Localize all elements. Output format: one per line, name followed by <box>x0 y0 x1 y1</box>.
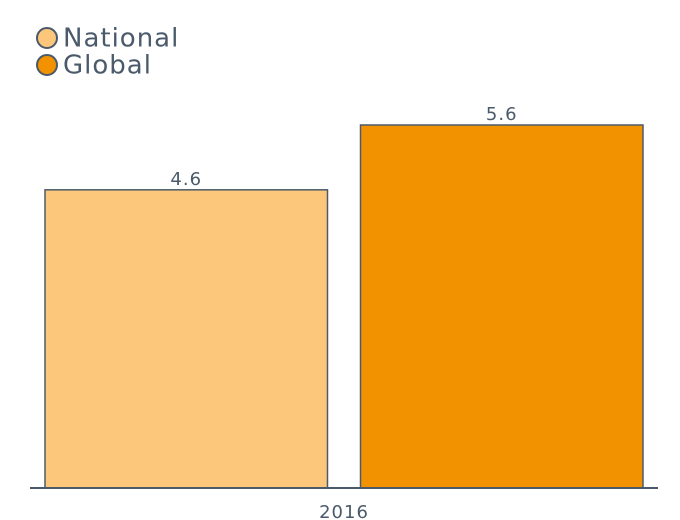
bar <box>44 189 329 489</box>
legend-marker <box>36 27 58 49</box>
data-label: 5.6 <box>486 104 518 125</box>
legend-label: National <box>63 24 179 54</box>
legend-marker <box>36 54 58 76</box>
x-tick-label: 2016 <box>319 502 369 520</box>
data-label: 4.6 <box>170 169 202 190</box>
legend-label: Global <box>63 51 152 81</box>
bar <box>359 124 644 489</box>
